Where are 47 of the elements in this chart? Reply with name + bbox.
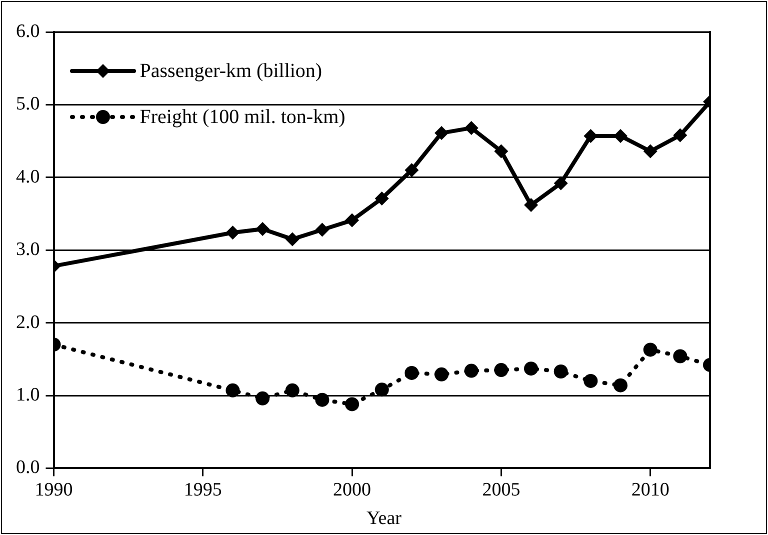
x-tick-label: 1990 xyxy=(34,480,73,501)
point xyxy=(464,120,478,135)
x-tick-label: 2000 xyxy=(333,480,372,501)
point xyxy=(643,342,658,357)
point xyxy=(256,391,270,406)
point xyxy=(374,191,389,206)
point xyxy=(673,349,688,364)
y-tick-label: 4.0 xyxy=(16,166,40,188)
legend-label: Passenger-km (billion) xyxy=(140,60,322,82)
point xyxy=(285,383,300,398)
point xyxy=(643,144,658,158)
y-tick-label: 3.0 xyxy=(16,239,40,260)
point xyxy=(524,198,538,212)
point xyxy=(374,382,389,397)
y-tick-label: 1.0 xyxy=(16,384,40,406)
x-tick-label: 2005 xyxy=(482,480,520,501)
point xyxy=(494,363,508,378)
point xyxy=(524,362,538,376)
point xyxy=(256,222,270,236)
point xyxy=(614,128,628,143)
point xyxy=(584,128,598,143)
point xyxy=(554,364,568,379)
y-tick-label: 2.0 xyxy=(16,312,40,333)
point xyxy=(315,392,330,407)
x-tick-label: 1995 xyxy=(184,480,222,501)
point xyxy=(584,374,598,388)
point xyxy=(315,222,330,237)
point xyxy=(614,378,628,392)
x-tick-label: 2010 xyxy=(631,480,670,501)
point xyxy=(404,163,419,178)
point xyxy=(345,213,360,228)
y-tick-label: 5.0 xyxy=(16,94,40,115)
point xyxy=(434,126,449,140)
point xyxy=(554,176,568,190)
y-tick-label: 6.0 xyxy=(16,20,40,42)
point xyxy=(226,383,240,398)
point xyxy=(285,232,300,246)
x-axis-title: Year xyxy=(365,508,402,530)
point xyxy=(673,128,688,142)
point xyxy=(464,364,478,378)
point xyxy=(434,367,449,382)
point xyxy=(404,366,419,380)
point xyxy=(494,144,508,158)
point xyxy=(345,397,360,412)
y-tick-label: 0.0 xyxy=(16,457,40,478)
legend-label: Freight (100 mil. ton-km) xyxy=(140,106,346,128)
point xyxy=(226,226,240,240)
